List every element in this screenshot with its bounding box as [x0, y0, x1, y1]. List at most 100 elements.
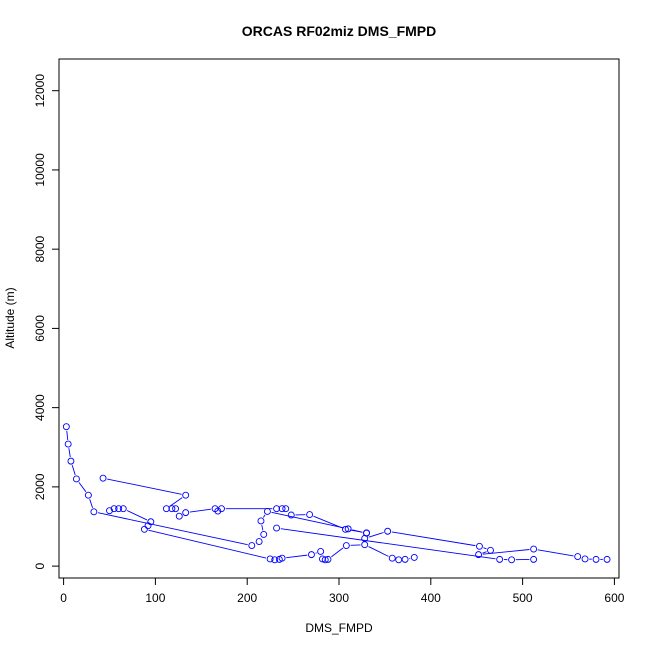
series-segment	[169, 497, 183, 507]
data-point	[410, 553, 418, 561]
data-point	[248, 542, 256, 549]
data-point	[395, 556, 403, 564]
data-point	[64, 440, 72, 448]
x-tick-label: 200	[237, 591, 257, 605]
series-segment	[537, 549, 574, 557]
series-segment	[349, 529, 363, 533]
data-point	[319, 555, 326, 563]
data-point	[110, 505, 118, 513]
series-segment	[68, 448, 71, 458]
series-segment	[89, 499, 93, 508]
data-point	[287, 511, 295, 519]
data-point	[341, 525, 349, 533]
y-tick-label: 2000	[33, 473, 47, 500]
series-segment	[482, 551, 487, 554]
data-point	[530, 555, 538, 563]
chart-title: ORCAS RF02miz DMS_FMPD	[242, 23, 436, 39]
series-segment	[271, 511, 345, 529]
data-point	[260, 530, 268, 538]
data-point	[342, 542, 350, 549]
series-segment	[483, 547, 487, 550]
series-segment	[126, 510, 148, 521]
data-point	[282, 505, 290, 513]
data-point	[581, 555, 589, 563]
y-axis: 0 2000 4000 6000 8000 10000 12000	[33, 74, 60, 569]
data-point	[363, 529, 370, 537]
series-segment	[262, 514, 266, 518]
series-segment	[107, 478, 182, 495]
data-point	[475, 551, 482, 559]
data-point	[140, 525, 148, 533]
data-point	[308, 551, 315, 559]
x-tick-label: 500	[513, 591, 533, 605]
data-point	[266, 555, 274, 563]
x-tick-label: 300	[329, 591, 349, 605]
data-point	[182, 491, 190, 499]
data-point	[592, 555, 600, 563]
plot-frame	[58, 58, 620, 579]
series-segment	[78, 482, 87, 493]
x-tick-label: 100	[145, 591, 165, 605]
data-point	[401, 555, 409, 563]
data-point	[84, 491, 92, 499]
data-point	[218, 505, 225, 513]
series-segment	[189, 508, 211, 513]
series-2	[99, 474, 370, 537]
data-point	[278, 554, 286, 562]
data-point	[508, 556, 516, 564]
data-point	[487, 546, 494, 554]
x-tick-label: 400	[421, 591, 441, 605]
y-tick-label: 4000	[33, 394, 47, 421]
series-segment	[71, 465, 76, 476]
y-tick-label: 0	[33, 562, 47, 569]
data-point	[361, 541, 369, 549]
data-point	[574, 553, 582, 561]
data-point	[255, 538, 263, 546]
y-tick-label: 6000	[33, 315, 47, 342]
data-point	[317, 548, 325, 555]
series-segment	[286, 554, 308, 559]
data-point	[67, 457, 75, 465]
data-point	[119, 505, 127, 513]
data-point	[144, 522, 152, 530]
data-point	[182, 509, 190, 517]
data-point	[278, 505, 286, 513]
series-1	[62, 423, 611, 563]
data-point	[175, 512, 183, 520]
data-point	[115, 505, 123, 513]
series-4	[273, 524, 538, 564]
data-point	[214, 507, 222, 515]
series-segment	[148, 529, 267, 559]
data-point	[168, 505, 176, 513]
series-segment	[97, 512, 248, 546]
y-tick-label: 8000	[33, 235, 47, 262]
data-point	[62, 423, 70, 431]
data-point	[344, 525, 352, 533]
data-point	[257, 517, 265, 525]
series-segment	[368, 546, 389, 557]
data-point	[263, 507, 271, 515]
data-point	[530, 545, 538, 553]
data-point	[72, 475, 80, 483]
series-segment	[280, 528, 496, 560]
data-point	[603, 555, 611, 563]
series-segment	[261, 524, 264, 531]
series-layer	[62, 423, 611, 564]
data-point	[162, 505, 170, 513]
series-segment	[331, 547, 344, 558]
data-point	[384, 527, 392, 535]
x-tick-label: 600	[604, 591, 624, 605]
data-point	[388, 554, 396, 562]
y-tick-label: 12000	[33, 74, 47, 108]
data-point	[321, 556, 329, 564]
data-point	[306, 511, 314, 519]
data-point	[324, 555, 332, 563]
x-axis: 0 100 200 300 400 500 600	[60, 577, 625, 605]
series-segment	[66, 430, 69, 440]
data-point	[106, 507, 113, 515]
series-segment	[313, 515, 342, 529]
data-point	[271, 556, 279, 564]
x-axis-label: DMS_FMPD	[305, 621, 373, 635]
data-point	[172, 505, 180, 513]
y-tick-label: 10000	[33, 153, 47, 187]
